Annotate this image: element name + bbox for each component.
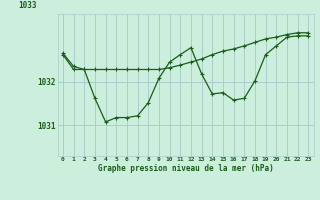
Text: 1033: 1033	[19, 1, 37, 10]
X-axis label: Graphe pression niveau de la mer (hPa): Graphe pression niveau de la mer (hPa)	[98, 164, 274, 173]
